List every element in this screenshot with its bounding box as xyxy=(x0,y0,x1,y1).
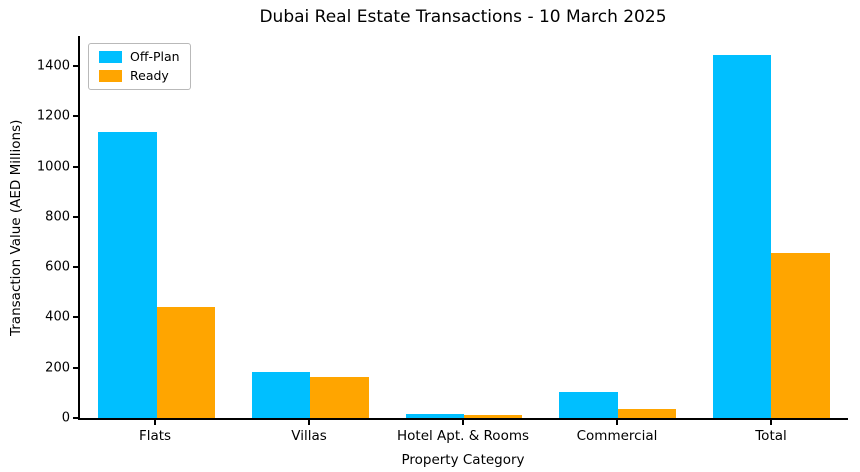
bar-ready xyxy=(771,253,830,418)
plot-area: Off-Plan Ready 0 200 400 600 800 1000 1200 1400 xyxy=(37,36,848,425)
y-tick-label: 1200 xyxy=(36,108,70,124)
legend-item: Off-Plan xyxy=(99,49,180,64)
bar-group xyxy=(234,36,388,418)
y-tick-label: 600 xyxy=(45,259,70,275)
bars-container xyxy=(80,36,848,418)
y-tick-label: 0 xyxy=(61,410,70,426)
y-tick-mark xyxy=(73,266,78,269)
x-axis-label: Property Category xyxy=(401,452,525,468)
bar-off-plan xyxy=(559,391,618,418)
legend-item: Ready xyxy=(99,67,180,83)
y-tick-mark xyxy=(73,215,78,218)
legend-label: Ready xyxy=(130,67,169,83)
y-axis-label: Transaction Value (AED Millions) xyxy=(8,119,24,337)
y-tick-mark xyxy=(73,316,78,319)
x-tick-label: Commercial xyxy=(540,420,694,444)
bar-group xyxy=(387,36,541,418)
bar-off-plan xyxy=(252,371,311,418)
chart-title: Dubai Real Estate Transactions - 10 Marc… xyxy=(259,7,667,27)
y-tick-label: 800 xyxy=(45,209,70,225)
bar-ready xyxy=(156,307,216,418)
x-tick-label: Villas xyxy=(232,420,386,444)
bar-off-plan xyxy=(98,131,157,418)
bar-group xyxy=(694,36,848,418)
y-tick-label: 200 xyxy=(45,360,70,376)
x-tick-label: Hotel Apt. & Rooms xyxy=(386,420,540,444)
x-tick-label: Flats xyxy=(78,420,232,444)
bar-off-plan xyxy=(405,414,464,418)
y-tick-mark xyxy=(73,417,78,419)
legend: Off-Plan Ready xyxy=(88,43,191,90)
y-tick-label: 400 xyxy=(45,309,70,325)
y-tick-mark xyxy=(73,115,78,118)
y-tick-mark xyxy=(73,165,78,168)
x-axis-ticks: Flats Villas Hotel Apt. & Rooms Commercial T… xyxy=(78,420,848,444)
bar-ready xyxy=(463,414,523,418)
bar-off-plan xyxy=(712,54,772,418)
bar-ready xyxy=(617,409,676,418)
y-tick-mark xyxy=(73,366,78,369)
bar-ready xyxy=(310,376,369,418)
bar-group xyxy=(541,36,695,418)
legend-label: Off-Plan xyxy=(130,49,180,64)
bar-group xyxy=(80,36,234,418)
y-tick-label: 1400 xyxy=(36,58,70,74)
x-tick-label: Total xyxy=(694,420,848,444)
legend-swatch xyxy=(99,51,122,64)
legend-swatch xyxy=(99,69,122,82)
y-tick-mark xyxy=(73,65,78,68)
y-tick-label: 1000 xyxy=(36,159,70,175)
